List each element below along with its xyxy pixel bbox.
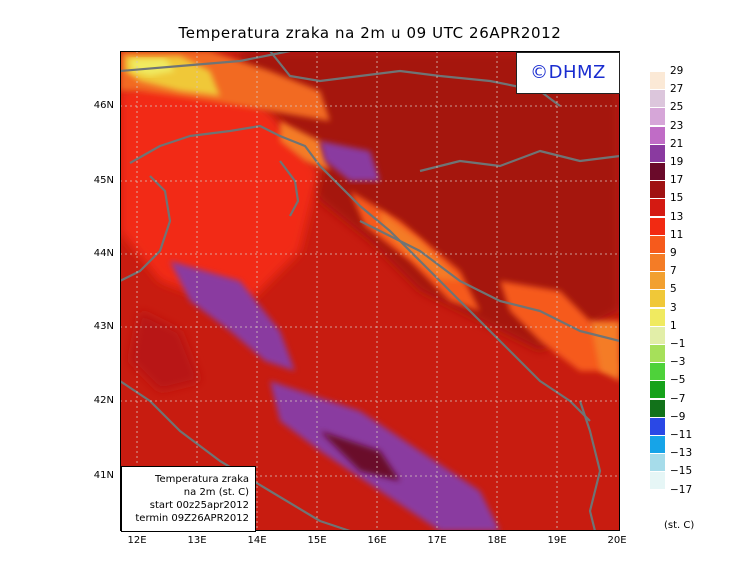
- colorbar-label: 11: [670, 228, 684, 241]
- graticule: [120, 51, 620, 531]
- lat-label-41n: 41N: [93, 470, 114, 481]
- colorbar-label: 27: [670, 83, 684, 96]
- colorbar-swatch: [650, 472, 665, 490]
- colorbar-swatch: [650, 272, 665, 290]
- info-line-start: start 00z25apr2012: [149, 500, 249, 511]
- colorbar-swatch: [650, 235, 665, 253]
- colorbar-label: 5: [670, 283, 677, 296]
- colorbar-label: 13: [670, 210, 684, 223]
- colorbar-label: −9: [670, 410, 686, 423]
- colorbar-label: −3: [670, 356, 686, 369]
- colorbar-swatch: [650, 326, 665, 344]
- colorbar-label: 25: [670, 101, 684, 114]
- colorbar-label: 17: [670, 174, 684, 187]
- lon-label-14e: 14E: [247, 535, 267, 546]
- colorbar-swatch: [650, 126, 665, 144]
- lon-label-13e: 13E: [187, 535, 207, 546]
- colorbar-label: 3: [670, 301, 677, 314]
- colorbar-swatch: [650, 399, 665, 417]
- colorbar-label: −5: [670, 374, 686, 387]
- lon-label-16e: 16E: [367, 535, 387, 546]
- dhmz-logo: ©DHMZ: [516, 52, 620, 94]
- colorbar-label: 21: [670, 137, 684, 150]
- colorbar-swatch: [650, 381, 665, 399]
- colorbar-label: 15: [670, 192, 684, 205]
- colorbar-label: 9: [670, 247, 677, 259]
- lon-label-17e: 17E: [427, 535, 447, 546]
- colorbar-swatch: [650, 363, 665, 381]
- colorbar-label: −11: [670, 429, 693, 441]
- lon-label-12e: 12E: [127, 535, 147, 546]
- colorbar-swatch: [650, 254, 665, 271]
- colorbar-swatch: [650, 217, 665, 235]
- map-frame: [120, 51, 620, 531]
- info-line-units: na 2m (st. C): [183, 487, 249, 498]
- colorbar-label: 1: [670, 319, 677, 332]
- colorbar-swatch: [650, 108, 665, 126]
- colorbar-swatch: [650, 144, 665, 162]
- colorbar-swatch: [650, 436, 665, 453]
- lon-label-15e: 15E: [307, 535, 327, 546]
- lat-label-42n: 42N: [93, 395, 114, 406]
- colorbar-label: 7: [670, 265, 677, 278]
- colorbar-label: 19: [670, 156, 684, 168]
- colorbar-label: 23: [670, 119, 684, 132]
- colorbar-swatch: [650, 290, 665, 308]
- info-line-variable: Temperatura zraka: [155, 474, 249, 485]
- temperature-map: [120, 51, 620, 531]
- colorbar-swatch: [650, 199, 665, 217]
- colorbar-label: −15: [670, 465, 693, 478]
- info-box: Temperatura zraka na 2m (st. C) start 00…: [121, 466, 256, 532]
- colorbar-swatch: [650, 308, 665, 326]
- lat-label-45n: 45N: [93, 175, 114, 186]
- map-title: Temperatura zraka na 2m u 09 UTC 26APR20…: [178, 24, 562, 42]
- lat-label-43n: 43N: [93, 321, 114, 332]
- colorbar-swatch: [650, 72, 665, 89]
- lon-label-19e: 19E: [547, 535, 567, 546]
- colorbar-unit: (st. C): [664, 520, 695, 531]
- colorbar-label: −1: [670, 338, 686, 350]
- colorbar-label: 29: [670, 65, 684, 77]
- lat-label-46n: 46N: [93, 100, 114, 111]
- colorbar-swatch: [650, 90, 665, 108]
- colorbar-swatch: [650, 417, 665, 435]
- info-line-termin: termin 09Z26APR2012: [135, 513, 249, 524]
- colorbar-swatch: [650, 181, 665, 199]
- colorbar-label: −13: [670, 447, 693, 460]
- colorbar-label: −17: [670, 483, 693, 496]
- colorbar-label: −7: [670, 392, 686, 405]
- colorbar-swatch: [650, 163, 665, 180]
- lon-label-18e: 18E: [487, 535, 507, 546]
- colorbar-swatch: [650, 345, 665, 362]
- lat-label-44n: 44N: [93, 248, 114, 259]
- colorbar-swatch: [650, 454, 665, 472]
- lon-label-20e: 20E: [607, 535, 627, 546]
